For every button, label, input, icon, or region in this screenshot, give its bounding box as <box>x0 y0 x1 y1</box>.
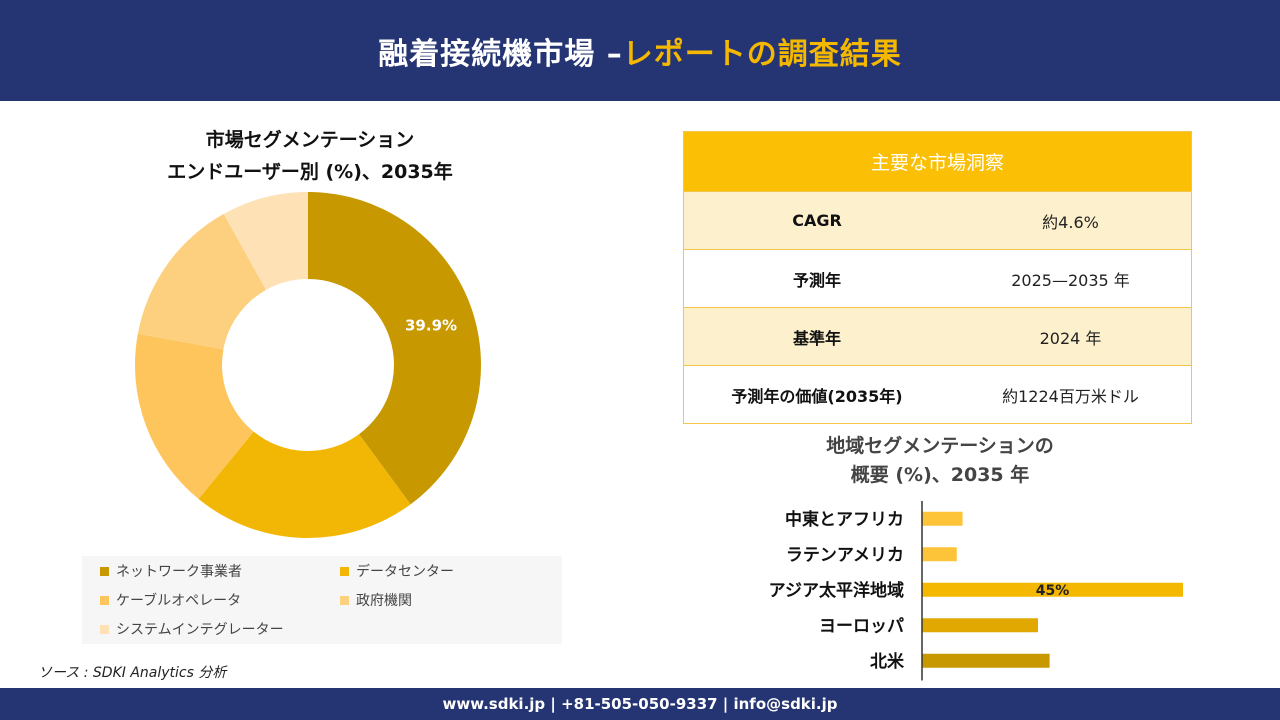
donut-chart-title: 市場セグメンテーション エンドユーザー別 (%)、2035年 <box>140 124 480 188</box>
insight-row-cagr: CAGR 約4.6% <box>684 191 1191 249</box>
legend-label: システムインテグレーター <box>116 622 284 638</box>
donut-slice-3 <box>135 333 254 499</box>
legend-swatch <box>100 566 109 576</box>
legend-item: ネットワーク事業者 <box>100 560 242 582</box>
bar-data-label: 45% <box>1036 583 1070 599</box>
insights-heading: 主要な市場洞察 <box>684 132 1191 191</box>
insight-row-forecast-year: 予測年 2025—2035 年 <box>684 249 1191 307</box>
insight-value: 2024 年 <box>1039 328 1102 348</box>
bar-1 <box>922 511 963 526</box>
insight-value: 約4.6% <box>1042 212 1099 232</box>
donut-slice-2 <box>198 431 411 538</box>
legend-label: 政府機関 <box>356 593 412 609</box>
header-banner: 融着接続機市場 – レポートの調査結果 <box>0 0 1280 101</box>
footer-contact: www.sdki.jp | +81-505-050-9337 | info@sd… <box>442 695 838 713</box>
insight-label: 予測年の価値(2035年) <box>731 386 903 406</box>
title-accent: レポートの調査結果 <box>622 36 902 72</box>
legend-swatch <box>100 595 109 605</box>
donut-slice-1 <box>308 192 482 505</box>
donut-legend: ネットワーク事業者 データセンターケーブルオペレータ 政府機関システムインテグレータ… <box>82 556 562 644</box>
legend-label: ネットワーク事業者 <box>116 564 242 580</box>
insight-label: 予測年 <box>792 270 841 290</box>
insight-row-base-year: 基準年 2024 年 <box>684 307 1191 365</box>
page-title: 融着接続機市場 – レポートの調査結果 <box>0 0 1280 101</box>
bar-category-label: 北米 <box>870 651 905 672</box>
donut-title-line1: 市場セグメンテーション <box>205 129 415 151</box>
legend-item: データセンター <box>340 560 454 582</box>
bar-3 <box>922 582 1183 597</box>
insights-table: 主要な市場洞察 CAGR 約4.6% 予測年 2025—2035 年 基準年 2… <box>683 131 1192 424</box>
bar-chart-title: 地域セグメンテーションの 概要 (%)、2035 年 <box>760 432 1120 490</box>
insight-value: 約1224百万米ドル <box>1002 386 1139 406</box>
legend-item: ケーブルオペレータ <box>100 589 241 611</box>
donut-data-label: 39.9% <box>405 317 457 335</box>
insight-row-forecast-value: 予測年の価値(2035年) 約1224百万米ドル <box>684 365 1191 423</box>
insight-value: 2025—2035 年 <box>1011 270 1130 290</box>
insight-label: CAGR <box>792 211 842 230</box>
bar-4 <box>922 618 1038 633</box>
donut-slice-4 <box>137 213 267 350</box>
bar-2 <box>922 547 957 562</box>
bar-title-line1: 地域セグメンテーションの <box>826 435 1054 457</box>
bar-category-label: 中東とアフリカ <box>785 509 904 530</box>
legend-item: システムインテグレーター <box>100 618 284 640</box>
donut-chart: 39.9% <box>135 192 482 538</box>
bar-category-label: アジア太平洋地域 <box>769 580 904 601</box>
legend-item: 政府機関 <box>340 589 412 611</box>
bar-title-line2: 概要 (%)、2035 年 <box>850 464 1030 486</box>
insight-label: 基準年 <box>792 328 841 348</box>
legend-swatch <box>340 566 349 576</box>
title-main: 融着接続機市場 – <box>378 36 623 72</box>
source-note: ソース : SDKI Analytics 分析 <box>38 665 227 681</box>
donut-title-line2: エンドユーザー別 (%)、2035年 <box>167 161 453 183</box>
bar-category-label: ラテンアメリカ <box>786 545 904 565</box>
bar-5 <box>922 653 1050 668</box>
donut-slice-5 <box>223 192 308 290</box>
footer-banner: www.sdki.jp | +81-505-050-9337 | info@sd… <box>0 688 1280 720</box>
legend-swatch <box>100 624 109 634</box>
legend-label: データセンター <box>356 564 454 580</box>
legend-label: ケーブルオペレータ <box>116 593 242 609</box>
legend-swatch <box>340 595 349 605</box>
bar-category-label: ヨーロッパ <box>819 616 904 636</box>
